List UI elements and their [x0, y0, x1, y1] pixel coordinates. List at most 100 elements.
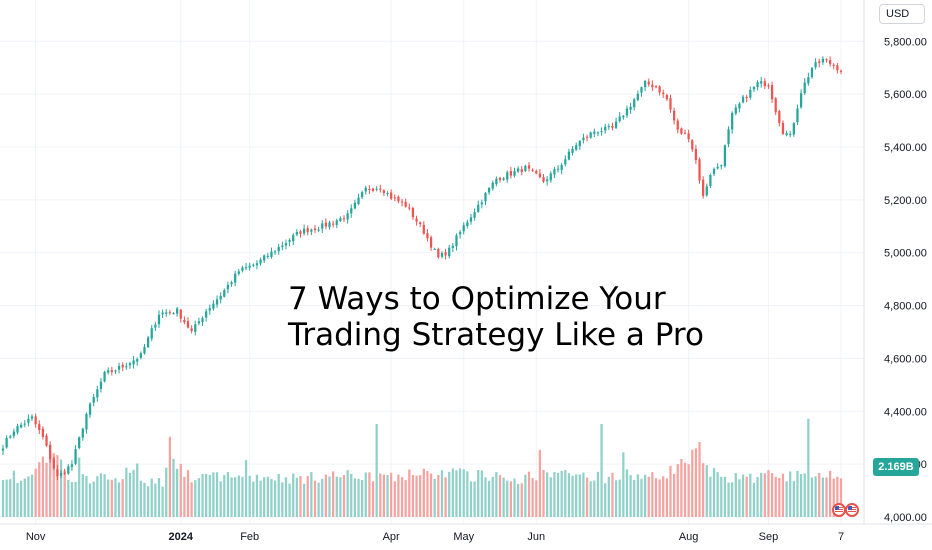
- candle: [604, 123, 607, 134]
- candle: [702, 176, 705, 199]
- candle-body: [741, 96, 745, 103]
- candle: [520, 166, 523, 176]
- candle: [437, 247, 440, 259]
- candle: [237, 268, 240, 276]
- candle: [172, 312, 175, 315]
- candle-body: [658, 86, 661, 93]
- candle-body: [709, 174, 712, 186]
- volume-bar: [796, 470, 799, 517]
- candle: [723, 144, 727, 168]
- candle: [760, 76, 763, 88]
- candle-body: [176, 308, 179, 314]
- volume-bar: [201, 473, 204, 517]
- candle-body: [491, 182, 494, 189]
- volume-bar: [241, 476, 244, 517]
- y-tick-label: 5,400.00: [884, 142, 927, 154]
- volume-bar: [56, 455, 59, 517]
- volume-bar: [110, 479, 113, 517]
- volume-bar: [364, 472, 367, 517]
- volume-bar: [702, 463, 705, 517]
- candle-body: [223, 290, 226, 297]
- candle: [244, 262, 248, 271]
- candle: [201, 316, 204, 326]
- candle: [288, 238, 291, 247]
- candle-body: [219, 295, 222, 300]
- volume-bar: [292, 473, 295, 517]
- candle: [375, 186, 378, 192]
- candle-body: [625, 108, 629, 116]
- candle-body: [125, 366, 128, 368]
- candle: [546, 176, 549, 186]
- volume-bar: [720, 476, 723, 517]
- volume-bar: [723, 476, 727, 517]
- candle-body: [390, 192, 393, 199]
- candle-body: [832, 64, 835, 66]
- volume-bar: [618, 479, 621, 517]
- candle-body: [469, 217, 473, 222]
- candle-body: [818, 61, 821, 63]
- candle-body: [313, 228, 317, 231]
- candle-body: [12, 431, 16, 436]
- volume-bar: [176, 468, 179, 517]
- candle-body: [190, 328, 193, 332]
- candle-body: [567, 151, 571, 160]
- volume-bar: [339, 477, 342, 517]
- candle: [114, 369, 117, 375]
- candle-body: [161, 312, 164, 315]
- candle-body: [302, 228, 306, 234]
- candle-body: [839, 70, 843, 72]
- candle: [480, 199, 483, 209]
- candle-body: [792, 123, 795, 135]
- candle-body: [81, 428, 84, 438]
- candle-body: [458, 231, 462, 235]
- volume-bar: [676, 464, 679, 517]
- candle: [266, 252, 269, 259]
- candle-body: [335, 220, 338, 225]
- volume-bar: [513, 478, 516, 517]
- volume-bar: [589, 481, 592, 517]
- volume-bar: [23, 478, 26, 517]
- candle-body: [353, 202, 357, 209]
- candle: [74, 445, 77, 466]
- candle-body: [484, 192, 487, 202]
- volume-bar: [266, 476, 269, 517]
- candle: [756, 80, 759, 91]
- candle: [814, 58, 817, 70]
- volume-bar: [651, 472, 654, 517]
- us-flag-icon-2[interactable]: [845, 503, 859, 517]
- volume-bar: [263, 477, 266, 517]
- candle: [836, 62, 839, 74]
- candle: [176, 306, 179, 317]
- volume-bar: [429, 473, 433, 517]
- price-axis[interactable]: 5,800.00 5,600.00 5,400.00 5,200.00 5,000.00…: [884, 36, 927, 524]
- candle-body: [531, 169, 534, 171]
- us-flag-icon[interactable]: [832, 503, 846, 517]
- candle: [509, 166, 513, 179]
- candle: [12, 428, 16, 439]
- volume-bar: [781, 473, 785, 517]
- candle: [669, 94, 672, 113]
- candle-body: [589, 132, 592, 138]
- candle-body: [651, 84, 654, 88]
- volume-bar: [390, 472, 393, 517]
- volume-bar: [117, 482, 121, 517]
- candle-body: [375, 188, 378, 190]
- candle-body: [556, 168, 560, 170]
- y-tick-label: 4,000.00: [884, 512, 927, 524]
- candle-body: [611, 125, 614, 128]
- time-axis[interactable]: Nov 2024 Feb Apr May Jun Aug Sep 7: [26, 531, 844, 543]
- candle: [524, 164, 527, 173]
- candle-body: [825, 59, 828, 61]
- candle-body: [520, 169, 523, 173]
- volume-bar: [63, 470, 66, 517]
- candle: [350, 204, 353, 218]
- currency-button[interactable]: USD: [879, 4, 925, 24]
- candle: [763, 78, 766, 90]
- candle: [321, 220, 324, 234]
- candle: [103, 370, 106, 383]
- candle: [473, 208, 476, 221]
- candle: [517, 166, 520, 174]
- candle: [731, 111, 734, 134]
- volume-bar: [172, 458, 175, 517]
